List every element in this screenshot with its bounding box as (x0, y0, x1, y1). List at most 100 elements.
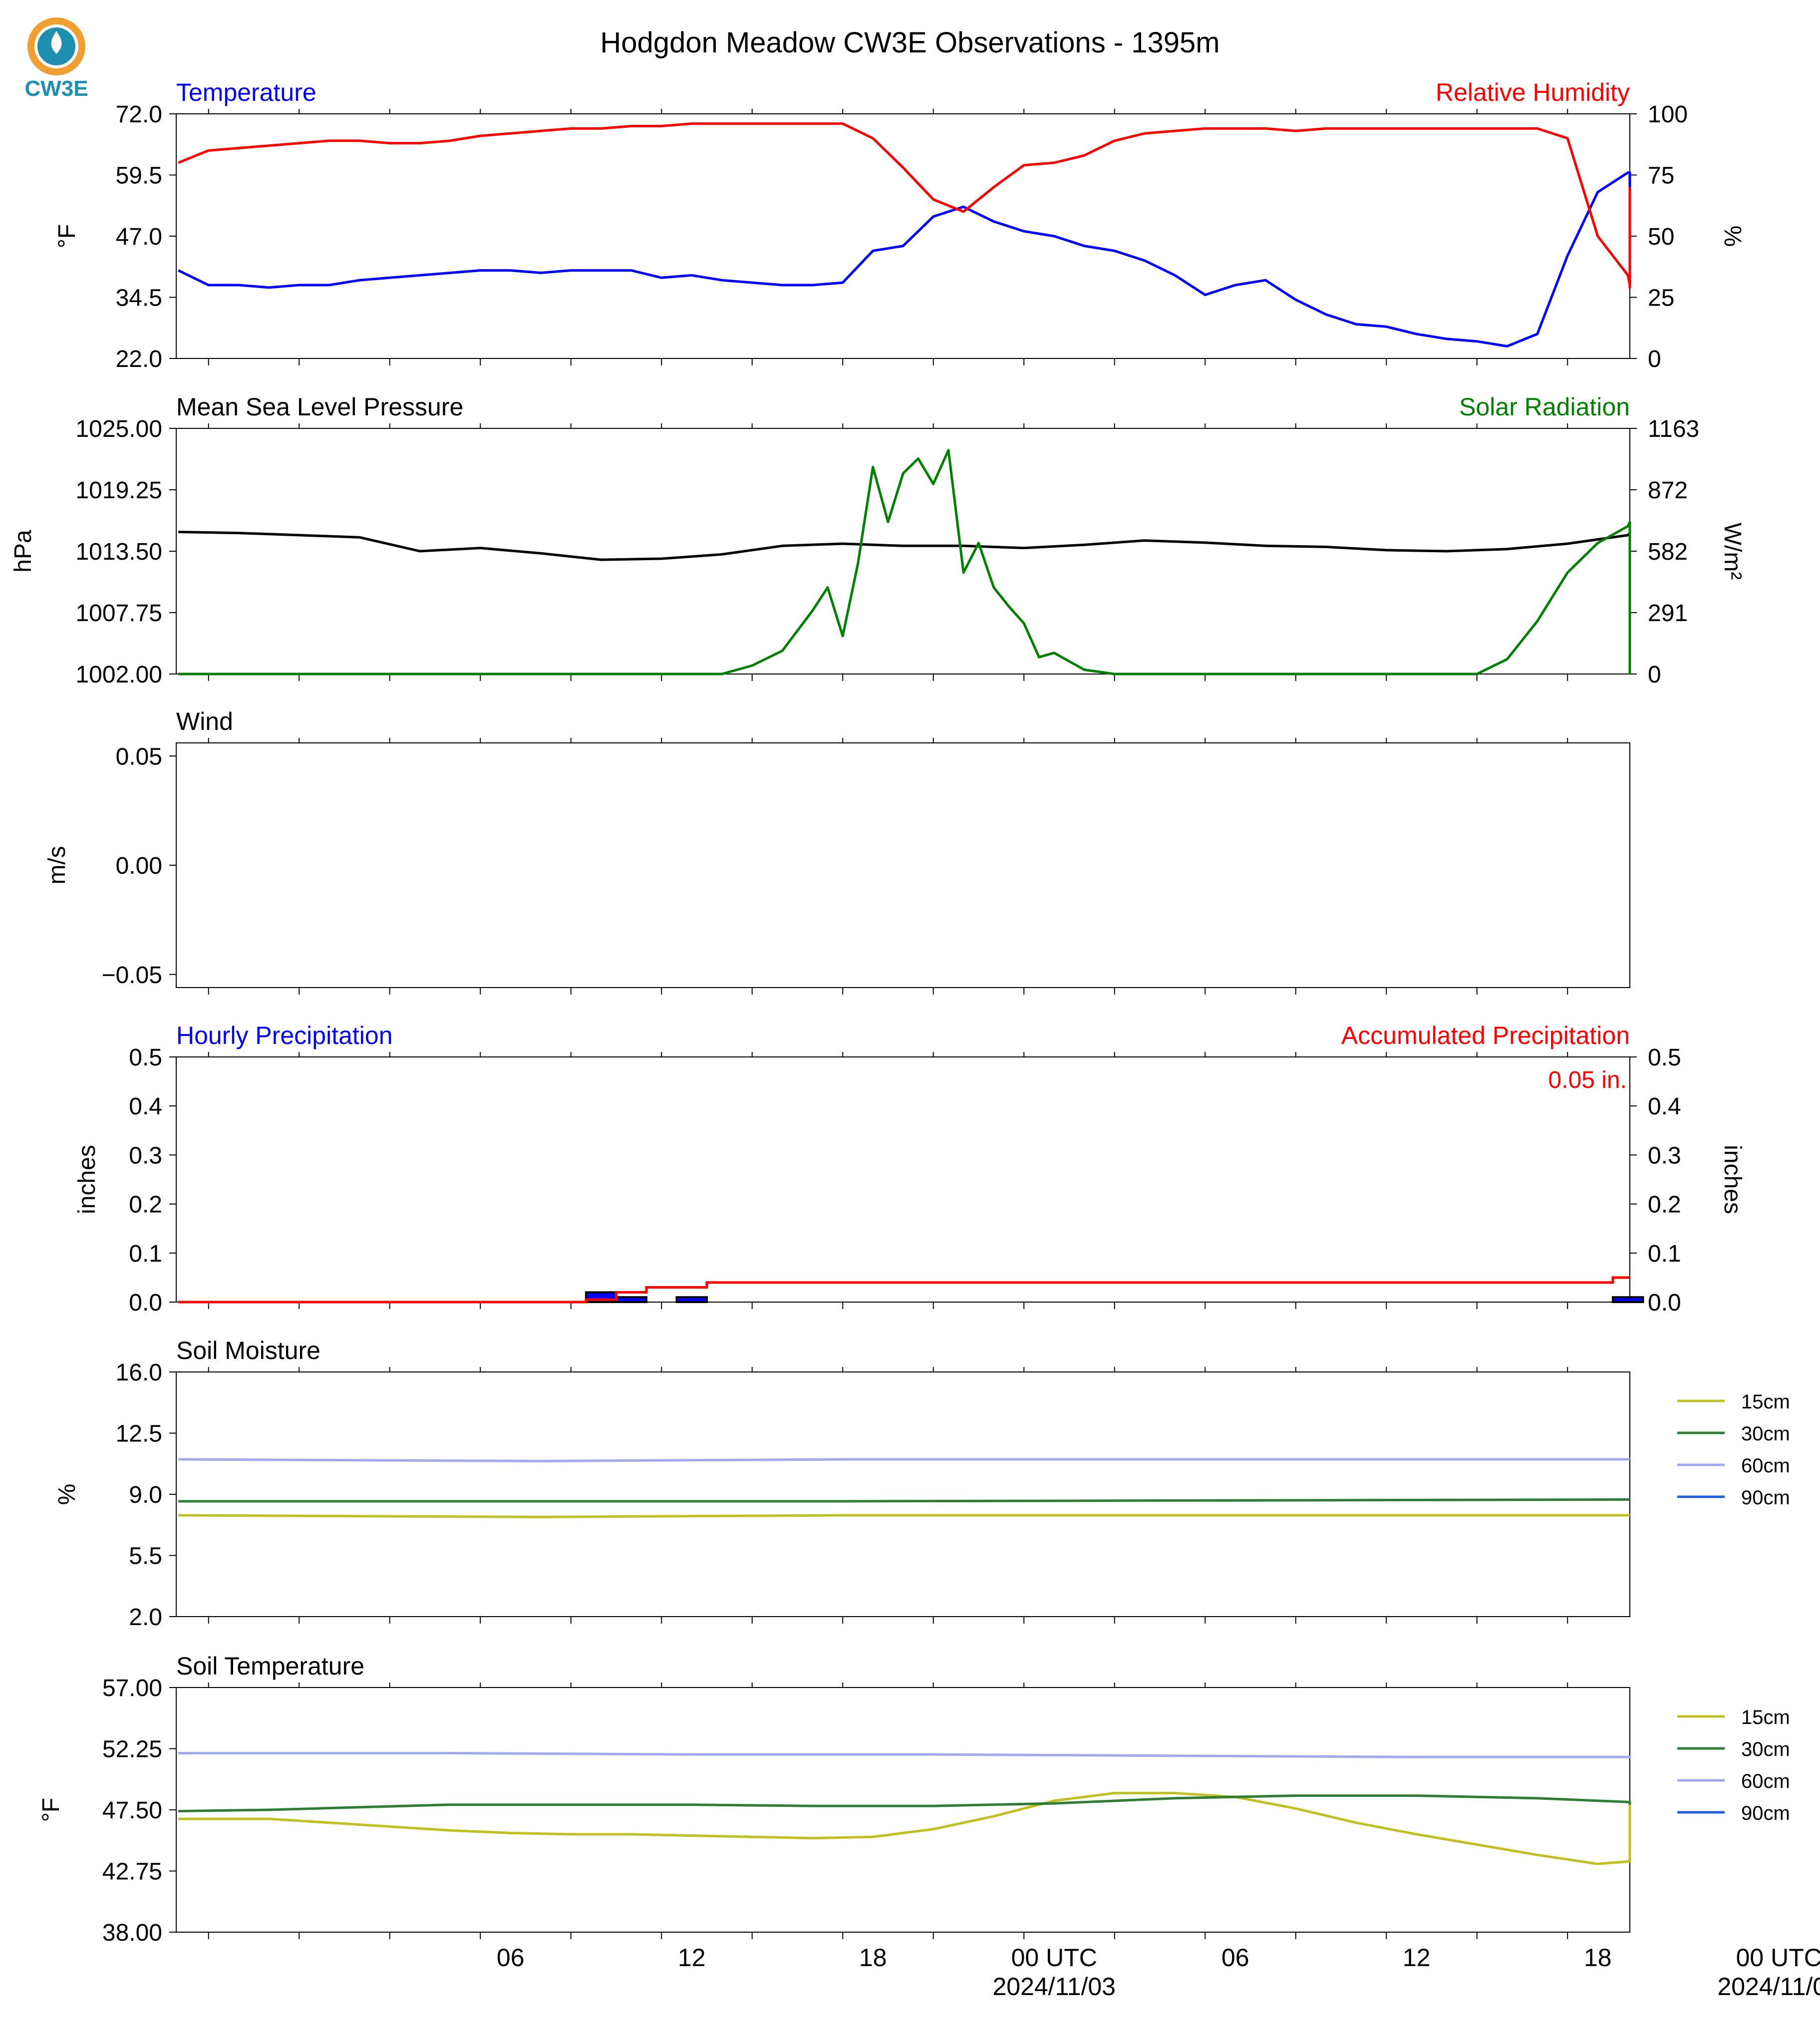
x-tick-label: 00 UTC (1736, 1944, 1820, 1972)
y-tick-label-left: 16.0 (116, 1359, 162, 1386)
x-tick-label: 12 (1403, 1944, 1431, 1972)
legend-label-15cm: 15cm (1741, 1706, 1790, 1728)
y-tick-label-left: 1019.25 (75, 477, 162, 504)
legend-label-90cm: 90cm (1741, 1487, 1790, 1509)
series-line-60cm (178, 1752, 1631, 1758)
series-line-15cm (178, 1792, 1631, 1865)
y-tick-label-left: 1007.75 (75, 600, 162, 627)
y-tick-label-left: 47.0 (116, 224, 162, 250)
y-tick-label-left: 22.0 (116, 346, 162, 372)
y-axis-label-left: m/s (44, 846, 70, 884)
y-tick-label-right: 872 (1648, 477, 1688, 504)
hourly-precip-bar (1611, 1296, 1644, 1303)
y-tick-label-left: 0.0 (129, 1290, 162, 1316)
y-tick-label-right: 0.4 (1648, 1093, 1681, 1120)
panel-left-title: Soil Moisture (176, 1337, 320, 1364)
legend-label-15cm: 15cm (1741, 1391, 1790, 1413)
legend-label-90cm: 90cm (1741, 1802, 1790, 1824)
panel-temperature-humidity: Temperature Relative Humidity 72.0 59.5 47.0… (54, 78, 1746, 372)
y-tick-label-left: 0.3 (129, 1142, 162, 1169)
legend-label-60cm: 60cm (1741, 1770, 1790, 1792)
x-date-label: 2024/11/03 (992, 1973, 1116, 2001)
panel-right-title: Relative Humidity (1436, 78, 1630, 106)
y-tick-label-right: 0 (1648, 346, 1661, 372)
y-tick-label-right: 0.2 (1648, 1192, 1681, 1218)
y-tick-label-left: 0.2 (129, 1192, 162, 1218)
series-line-30cm (178, 1794, 1631, 1813)
y-tick-label-right: 100 (1648, 101, 1688, 128)
chart-title: Hodgdon Meadow CW3E Observations - 1395m (600, 26, 1219, 59)
y-tick-label-left: −0.05 (102, 962, 162, 989)
series-line-1 (178, 122, 1631, 289)
y-tick-label-left: 57.00 (102, 1675, 162, 1701)
y-tick-label-right: 0.5 (1648, 1044, 1681, 1071)
y-tick-label-right: 1163 (1648, 416, 1699, 442)
y-tick-label-left: 0.00 (116, 853, 162, 879)
panel-left-title: Soil Temperature (176, 1652, 364, 1680)
y-tick-label-right: 50 (1648, 224, 1674, 250)
y-axis-label-right: W/m² (1719, 523, 1746, 580)
y-tick-label-left: 59.5 (116, 163, 162, 189)
panel-pressure-solar: Mean Sea Level Pressure Solar Radiation 10… (10, 393, 1746, 688)
panel-left-title: Mean Sea Level Pressure (176, 393, 463, 421)
y-tick-label-left: 0.4 (129, 1093, 162, 1120)
panel-left-title: Wind (176, 707, 233, 735)
x-tick-label: 06 (1221, 1944, 1249, 1972)
x-tick-label: 06 (497, 1944, 525, 1972)
accumulated-total-label: 0.05 in. (1548, 1067, 1627, 1093)
y-tick-label-right: 0.3 (1648, 1142, 1681, 1169)
logo-text: CW3E (24, 76, 88, 101)
y-tick-label-left: 1013.50 (75, 539, 162, 565)
y-tick-label-right: 0.1 (1648, 1241, 1681, 1267)
y-tick-label-right: 582 (1648, 539, 1688, 565)
y-tick-label-left: 2.0 (129, 1604, 162, 1631)
y-tick-label-left: 72.0 (116, 101, 162, 128)
panel-soil-moisture: Soil Moisture 16.0 12.5 9.0 5.5 2.0% 15cm 30cm 6… (54, 1337, 1790, 1631)
y-tick-label-right: 291 (1648, 600, 1688, 627)
panel-precipitation: Hourly Precipitation Accumulated Precipit… (74, 1021, 1746, 1316)
x-tick-label: 12 (678, 1944, 706, 1972)
hourly-precip-bar (675, 1296, 708, 1303)
y-tick-label-left: 5.5 (129, 1543, 162, 1570)
series-line-15cm (178, 1514, 1630, 1518)
series-line-0 (178, 171, 1631, 347)
accumulated-precip-line (178, 1276, 1630, 1304)
y-axis-label-right: inches (1719, 1145, 1746, 1214)
y-axis-label-left: °F (38, 1798, 64, 1822)
series-line-60cm (178, 1458, 1630, 1462)
panel-left-title: Temperature (176, 78, 316, 106)
series-line-30cm (178, 1498, 1630, 1503)
y-tick-label-right: 75 (1648, 163, 1674, 189)
y-tick-label-right: 0 (1648, 662, 1661, 688)
y-tick-label-left: 1025.00 (75, 416, 162, 442)
panel-wind: Wind 0.05 0.00 −0.05 m/s (44, 707, 1630, 995)
legend-label-60cm: 60cm (1741, 1455, 1790, 1477)
y-axis-label-left: % (54, 1484, 80, 1505)
x-tick-label: 18 (859, 1944, 887, 1972)
y-tick-label-left: 42.75 (102, 1859, 162, 1885)
hourly-precip-bar (615, 1296, 647, 1303)
y-axis-label-left: °F (54, 224, 80, 249)
panel-soil-temperature: Soil Temperature 57.00 52.25 47.50 42.75 38.0… (38, 1652, 1820, 2001)
cw3e-logo: CW3E (24, 17, 88, 101)
series-line-1 (178, 449, 1631, 676)
legend-label-30cm: 30cm (1741, 1738, 1790, 1760)
panel-left-title: Hourly Precipitation (176, 1021, 393, 1049)
y-tick-label-left: 0.05 (116, 743, 162, 770)
y-tick-label-left: 1002.00 (75, 662, 162, 688)
y-axis-label-right: % (1719, 226, 1746, 247)
panel-right-title: Accumulated Precipitation (1341, 1021, 1630, 1049)
y-tick-label-left: 38.00 (102, 1920, 162, 1946)
y-axis-label-left: inches (74, 1145, 100, 1214)
y-tick-label-right: 0.0 (1648, 1290, 1681, 1316)
y-tick-label-right: 25 (1648, 285, 1674, 312)
y-tick-label-left: 52.25 (102, 1736, 162, 1763)
y-tick-label-left: 0.5 (129, 1044, 162, 1071)
x-tick-label: 18 (1584, 1944, 1612, 1972)
y-tick-label-left: 34.5 (116, 285, 162, 312)
x-tick-label: 00 UTC (1011, 1944, 1097, 1972)
x-date-label: 2024/11/04 (1717, 1973, 1820, 2001)
plot-frame (176, 1056, 1630, 1303)
